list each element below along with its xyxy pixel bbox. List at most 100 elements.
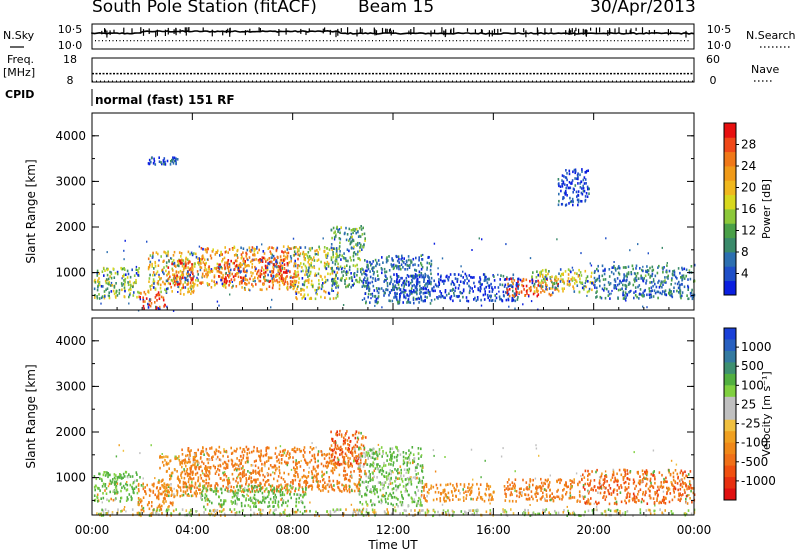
power-cell bbox=[563, 175, 565, 178]
velocity-cell bbox=[336, 463, 339, 466]
power-cell bbox=[208, 265, 210, 268]
velocity-cell bbox=[253, 460, 256, 463]
velocity-cell bbox=[358, 490, 361, 493]
power-cell bbox=[183, 267, 185, 270]
velocity-cell bbox=[201, 469, 203, 473]
velocity-cell bbox=[274, 452, 277, 455]
velocity-cell bbox=[369, 473, 371, 476]
velocity-cell bbox=[206, 451, 208, 455]
velocity-cell bbox=[282, 501, 284, 504]
power-cell bbox=[337, 229, 339, 232]
noise-search-dot bbox=[109, 40, 110, 42]
velocity-cell bbox=[206, 473, 209, 477]
velocity-cell bbox=[176, 491, 179, 495]
power-cell bbox=[670, 290, 672, 293]
velocity-cell bbox=[320, 489, 322, 493]
power-cell bbox=[676, 277, 678, 280]
velocity-cell bbox=[290, 496, 292, 500]
power-cell bbox=[292, 246, 295, 250]
power-cell bbox=[466, 277, 468, 280]
velocity-cell bbox=[180, 489, 182, 492]
power-cell bbox=[269, 250, 272, 253]
velocity-cell bbox=[113, 480, 116, 484]
power-cell bbox=[358, 257, 360, 260]
power-cell bbox=[687, 278, 689, 281]
noise-spike bbox=[142, 29, 145, 36]
power-cell bbox=[153, 267, 155, 270]
power-cell bbox=[560, 278, 562, 281]
power-cell bbox=[426, 296, 428, 299]
power-cell bbox=[154, 261, 157, 265]
velocity-cell bbox=[401, 480, 404, 483]
power-cell bbox=[433, 279, 435, 283]
power-cell bbox=[408, 289, 411, 293]
power-cell bbox=[143, 290, 146, 294]
power-cell bbox=[641, 276, 644, 280]
power-cell bbox=[623, 276, 625, 279]
velocity-cell bbox=[157, 497, 160, 501]
velocity-cell bbox=[225, 486, 228, 489]
velocity-cell bbox=[224, 488, 226, 492]
velocity-cell bbox=[207, 482, 210, 485]
power-cell bbox=[226, 264, 229, 267]
power-cell bbox=[173, 261, 176, 265]
velocity-cell bbox=[99, 477, 101, 480]
power-cell bbox=[275, 260, 277, 263]
velocity-cell bbox=[240, 461, 242, 465]
power-cell bbox=[218, 263, 220, 267]
power-cell bbox=[256, 245, 258, 249]
power-cell bbox=[200, 282, 202, 285]
velocity-cell bbox=[194, 453, 196, 456]
power-cell bbox=[336, 247, 338, 250]
velocity-cell bbox=[365, 493, 368, 497]
velocity-cell bbox=[218, 469, 221, 472]
power-cell bbox=[316, 259, 319, 262]
noise-spike bbox=[131, 28, 133, 34]
power-cell bbox=[570, 200, 573, 203]
power-cell bbox=[224, 246, 226, 249]
power-cell bbox=[639, 267, 641, 270]
power-cell bbox=[544, 275, 546, 278]
velocity-cell bbox=[264, 453, 267, 457]
power-cell bbox=[196, 284, 199, 287]
power-cell bbox=[170, 257, 172, 260]
power-cell bbox=[613, 261, 615, 263]
power-cell bbox=[181, 286, 183, 290]
velocity-cell bbox=[258, 450, 260, 453]
noise-spike bbox=[582, 28, 584, 35]
velocity-cell bbox=[230, 485, 233, 489]
noise-spike bbox=[630, 28, 632, 35]
power-cell bbox=[294, 275, 297, 279]
power-cell bbox=[172, 273, 174, 276]
velocity-cell bbox=[303, 493, 305, 497]
power-cell bbox=[642, 269, 644, 273]
power-cell bbox=[368, 287, 371, 291]
velocity-cell bbox=[189, 450, 191, 454]
velocity-cell bbox=[186, 494, 189, 497]
velocity-cell bbox=[202, 479, 204, 483]
power-cell bbox=[405, 280, 408, 283]
power-cell bbox=[243, 286, 246, 290]
power-cell bbox=[624, 266, 627, 269]
power-cell bbox=[410, 261, 412, 264]
velocity-cell bbox=[293, 449, 295, 453]
velocity-cell bbox=[400, 503, 403, 507]
velocity-cell bbox=[286, 463, 289, 467]
power-cell bbox=[217, 266, 219, 269]
power-cell bbox=[120, 282, 123, 285]
power-cell bbox=[673, 286, 675, 290]
power-cell bbox=[110, 276, 113, 280]
power-cell bbox=[681, 278, 683, 282]
power-cell bbox=[577, 182, 579, 185]
noise-search-dot bbox=[200, 40, 202, 42]
power-cell bbox=[285, 255, 287, 259]
power-cell bbox=[98, 297, 101, 300]
velocity-cell bbox=[355, 455, 358, 458]
velocity-cell bbox=[362, 465, 365, 468]
velocity-cell bbox=[314, 460, 317, 464]
power-cell bbox=[195, 255, 198, 259]
velocity-cell bbox=[152, 484, 155, 488]
power-cell bbox=[225, 261, 228, 265]
velocity-cell bbox=[112, 478, 114, 481]
velocity-cell bbox=[196, 492, 198, 495]
